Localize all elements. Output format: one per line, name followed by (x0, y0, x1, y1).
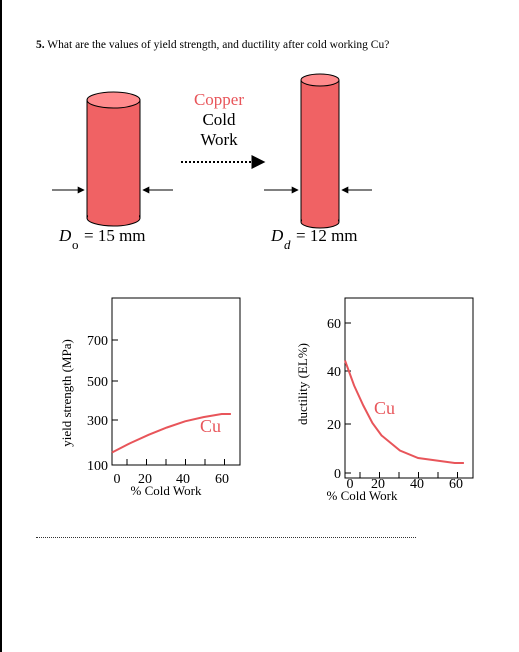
question-body: What are the values of yield strength, a… (47, 39, 390, 51)
yield-x-axis-label: % Cold Work (131, 483, 202, 498)
question-text: 5. What are the values of yield strength… (36, 39, 389, 51)
ductility-y-axis-label-text: ductility (EL%) (295, 343, 310, 425)
yield-x-tick-label: 60 (215, 472, 229, 487)
yield-curve-cu (111, 413, 231, 454)
initial-diameter-symbol: D (58, 226, 72, 245)
yield-y-tick-label: 500 (87, 375, 108, 390)
yield-plot-frame (111, 297, 241, 466)
page-left-border (0, 0, 2, 652)
ductility-series-label: Cu (374, 398, 395, 418)
yield-y-tick-label: 100 (87, 459, 108, 474)
yield-series-label: Cu (200, 416, 221, 436)
ductility-y-ticks: 0 20 40 60 (327, 317, 351, 482)
ductility-chart: 0 20 40 60 0 20 40 60 Cu % Cold Work ductility… (295, 297, 474, 503)
question-number: 5. (36, 39, 45, 51)
ductility-x-tick-label: 0 (347, 477, 354, 492)
process-label-copper: Copper (194, 90, 244, 109)
initial-diameter-subscript: o (72, 237, 79, 252)
final-cylinder (300, 73, 340, 229)
yield-x-tick-label: 40 (176, 472, 190, 487)
ductility-y-tick-label: 20 (327, 418, 341, 433)
final-diameter-subscript: d (284, 237, 291, 252)
ductility-x-tick-label: 20 (371, 477, 385, 492)
yield-y-ticks: 100 300 500 700 (87, 334, 118, 474)
yield-x-tick-label: 0 (114, 472, 121, 487)
ductility-y-tick-label: 40 (327, 365, 341, 380)
ductility-y-axis-label: ductility (EL%) (295, 343, 310, 425)
process-label-work: Work (200, 130, 238, 149)
answer-line (36, 537, 416, 538)
ductility-x-tick-label: 40 (410, 477, 424, 492)
process-label-cold: Cold (202, 110, 236, 129)
yield-x-tick-label: 20 (138, 472, 152, 487)
ductility-curve-cu (344, 360, 464, 464)
yield-x-ticks: 0 20 40 60 (114, 459, 229, 487)
final-diameter-symbol: D (270, 226, 284, 245)
yield-strength-chart: 100 300 500 700 0 20 40 60 Cu % Cold Work yiel… (59, 297, 241, 498)
ductility-y-tick-label: 0 (334, 467, 341, 482)
ductility-y-tick-label: 60 (327, 317, 341, 332)
yield-y-tick-label: 700 (87, 334, 108, 349)
ductility-plot-frame (344, 297, 474, 479)
final-diameter-value: = 12 mm (296, 226, 358, 245)
yield-y-tick-label: 300 (87, 414, 108, 429)
initial-cylinder (86, 91, 141, 227)
ductility-x-ticks: 0 20 40 60 (347, 472, 463, 492)
initial-diameter-value: = 15 mm (84, 226, 146, 245)
ductility-x-axis-label: % Cold Work (327, 488, 398, 503)
ductility-x-tick-label: 60 (449, 477, 463, 492)
yield-y-axis-label: yield strength (MPa) (59, 339, 74, 447)
